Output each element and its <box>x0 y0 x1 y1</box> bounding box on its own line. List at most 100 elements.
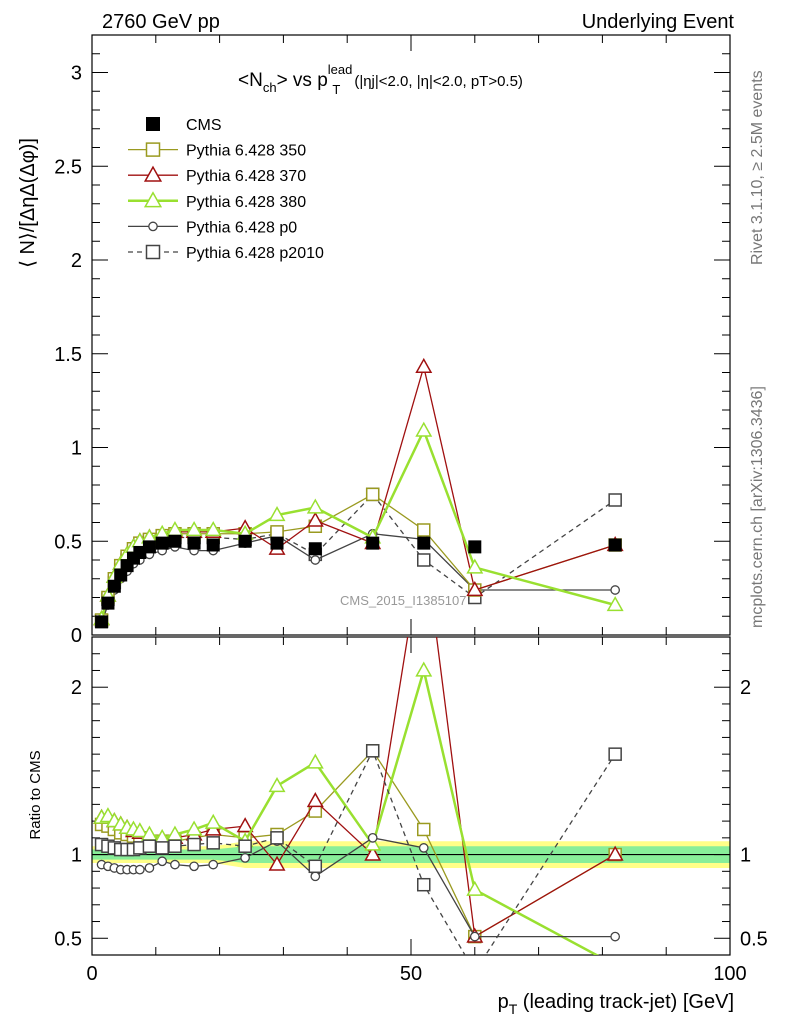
data-point <box>415 421 433 437</box>
x-tick-label: 50 <box>400 963 422 985</box>
y-tick-label: 1.5 <box>54 344 82 366</box>
legend-marker <box>146 117 160 131</box>
data-point <box>365 487 380 502</box>
ratio-y-tick-label-right: 0.5 <box>740 928 768 950</box>
data-point <box>142 540 156 554</box>
ratio-series-2 <box>93 661 622 971</box>
y-tick-label: 2 <box>71 250 82 272</box>
data-point <box>415 357 433 374</box>
ratio-line <box>101 665 600 955</box>
data-point <box>417 553 431 567</box>
legend-label: Pythia 6.428 380 <box>186 194 306 211</box>
plot-title: <Nch> vs plead T (|ηj|<2.0, |η|<2.0, pT>0.… <box>238 62 523 97</box>
ratio-point <box>155 841 169 855</box>
legend-entry: Pythia 6.428 p0 <box>128 219 297 236</box>
x-tick-label: 0 <box>86 963 97 985</box>
data-point <box>466 581 484 597</box>
ratio-point <box>364 835 382 851</box>
data-point <box>306 498 324 514</box>
legend-label: Pythia 6.428 p0 <box>186 219 297 236</box>
ratio-point <box>608 958 622 971</box>
ratio-point <box>157 856 168 867</box>
ratio-point <box>310 871 321 882</box>
data-point <box>417 536 431 550</box>
data-point <box>468 540 482 554</box>
data-point <box>155 536 169 550</box>
ratio-series-1 <box>93 637 624 943</box>
x-tick-labels: 0 50 100 <box>86 963 746 985</box>
y-tick-label: 0 <box>71 625 82 647</box>
ratio-panel: 0.5 0.5 1 1 2 2 <box>54 636 768 971</box>
y-axis-label-main: ⟨ N⟩/[ΔηΔ(Δφ)] <box>17 138 39 268</box>
data-point <box>466 558 484 574</box>
legend-entry: CMS <box>146 117 222 134</box>
data-point <box>238 534 252 548</box>
main-series <box>93 357 624 629</box>
legend-entry: Pythia 6.428 380 <box>128 191 306 211</box>
data-point <box>610 585 621 595</box>
ratio-point <box>238 839 252 853</box>
y-tick-label: 3 <box>71 63 82 85</box>
ratio-point <box>135 864 145 875</box>
data-point <box>204 521 222 537</box>
data-point <box>417 523 431 537</box>
ratio-point <box>187 837 201 852</box>
ratio-point <box>466 880 484 896</box>
x-tick-label: 100 <box>713 963 746 985</box>
ratio-y-tick-label: 2 <box>71 677 82 699</box>
legend-label: Pythia 6.428 350 <box>186 143 306 160</box>
data-point <box>268 506 286 522</box>
ratio-frame <box>91 636 731 956</box>
ratio-point <box>168 839 182 853</box>
ratio-point <box>606 845 624 861</box>
main-panel: 0 0.5 1 1.5 2 2.5 3 CMS_2015_I1385107 <box>54 34 731 647</box>
legend-label: CMS <box>186 117 222 134</box>
ratio-point <box>610 931 621 942</box>
ratio-series-4 <box>94 744 622 955</box>
y-axis-label-ratio: Ratio to CMS <box>27 750 44 839</box>
legend-entry: Pythia 6.428 350 <box>128 142 306 160</box>
ratio-point <box>206 836 220 850</box>
side-text-top: Rivet 3.1.10, ≥ 2.5M events <box>749 70 766 265</box>
ratio-point <box>417 822 431 837</box>
ratio-point <box>204 813 222 829</box>
data-point <box>95 615 109 629</box>
ratio-point <box>240 853 250 863</box>
ratio-point <box>170 859 180 870</box>
y-tick-label: 1 <box>71 438 82 460</box>
ratio-point <box>144 863 155 873</box>
ratio-point <box>469 931 480 942</box>
data-point <box>366 536 380 550</box>
data-point <box>107 579 121 593</box>
legend-marker <box>145 244 161 260</box>
ratio-point <box>268 855 286 871</box>
y-tick-label: 0.5 <box>54 531 82 553</box>
ratio-y-tick-label-right: 1 <box>740 845 751 867</box>
ratio-y-tick-label: 0.5 <box>54 928 82 950</box>
ratio-point <box>417 877 431 892</box>
ratio-point <box>306 753 324 769</box>
header-right: Underlying Event <box>582 11 735 33</box>
ratio-series <box>93 637 624 971</box>
ratio-point <box>236 817 254 833</box>
y-tick-label: 2.5 <box>54 156 82 178</box>
ratio-point <box>185 820 203 836</box>
ratio-point <box>365 744 380 758</box>
side-text-bottom: mcplots.cern.ch [arXiv:1306.3436] <box>749 386 766 628</box>
data-point <box>270 525 284 539</box>
ratio-point <box>268 776 286 793</box>
data-point <box>308 542 322 556</box>
legend-label: Pythia 6.428 370 <box>186 168 306 185</box>
ratio-ticks: 0.5 0.5 1 1 2 2 <box>54 637 768 955</box>
ratio-point <box>415 661 433 677</box>
ratio-y-tick-label-right: 2 <box>740 677 751 699</box>
ratio-point <box>208 859 219 870</box>
watermark: CMS_2015_I1385107 <box>340 593 467 608</box>
main-ticks: 0 0.5 1 1.5 2 2.5 3 <box>54 35 731 647</box>
data-point <box>608 538 622 552</box>
ratio-y-tick-label: 1 <box>71 845 82 867</box>
legend-label: Pythia 6.428 p2010 <box>186 245 324 262</box>
ratio-point <box>142 839 157 853</box>
series-line <box>100 427 616 620</box>
